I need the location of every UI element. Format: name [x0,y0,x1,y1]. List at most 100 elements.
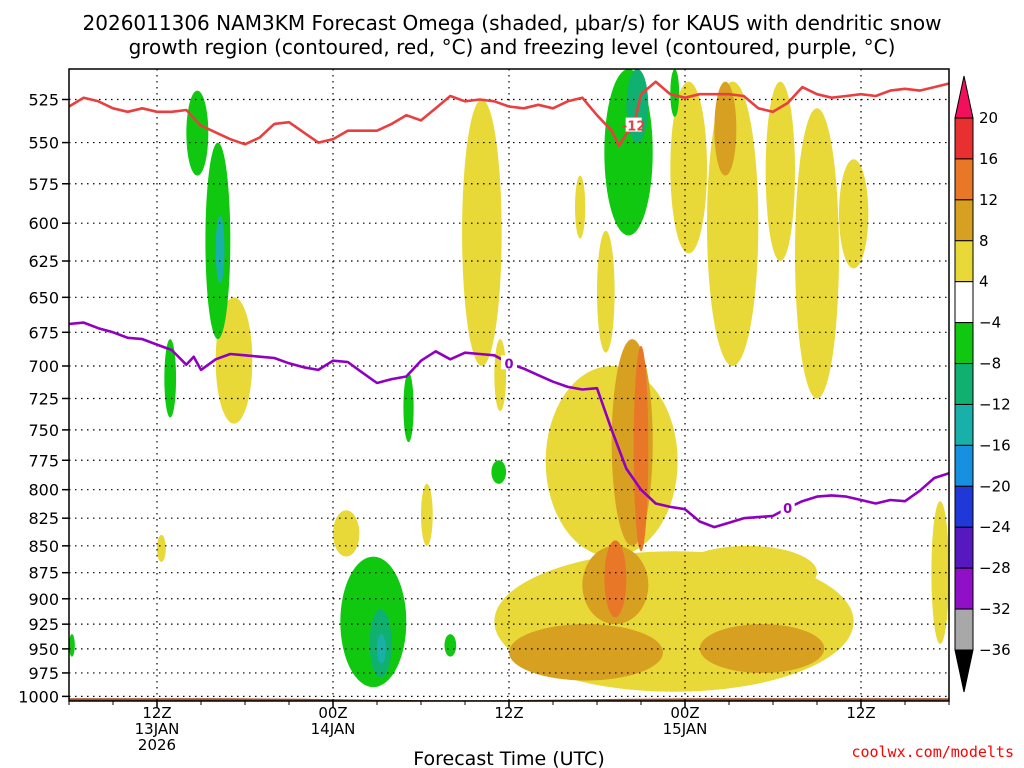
omega-region-3 [421,483,433,546]
omega-region-36 [215,215,225,283]
x-tick-label-42-1: 00Z [670,704,699,722]
omega-region-28 [491,460,507,484]
colorbar-box-6 [954,363,974,405]
y-tick-label-575: 575 [28,175,59,194]
dgz-contour-line-label: -12 [622,120,646,135]
y-axis: 525 550 575 600 625 650 675 700 725 750 775 800 825 8… [18,90,69,706]
y-tick-label-525: 525 [28,90,59,109]
y-tick-label-850: 850 [28,537,59,556]
temperature-contours: 0 -12 0 [69,80,949,529]
omega-region-22 [604,540,627,618]
omega-region-11 [670,81,708,254]
x-tick-label-54-1: 12Z [846,704,875,722]
x-tick-label-18-2: 14JAN [311,720,356,738]
freezing-level-line-label: 0 [504,357,513,372]
omega-region-1 [215,297,253,424]
plot-area: 0 -12 0 [68,68,950,702]
x-tick-label-18-1: 00Z [318,704,347,722]
colorbar-bottom-triangle [954,649,974,693]
colorbar-box-1 [954,158,974,201]
omega-region-5 [494,339,507,412]
source-credit: coolwx.com/modelts [851,743,1014,761]
omega-region-0 [157,534,166,563]
colorbar-label-3: 8 [979,232,989,250]
omega-region-9 [545,365,678,557]
colorbar-box-11 [954,567,974,610]
colorbar-box-9 [954,485,974,528]
colorbar-box-2 [954,199,974,242]
y-tick-label-925: 925 [28,615,59,634]
omega-region-15 [839,159,869,269]
colorbar-label-6: −8 [979,355,1001,373]
x-tick-label-6-2: 13JAN [135,720,180,738]
colorbar-label-7: −12 [979,395,1011,413]
chart-title-line1: 2026011306 NAM3KM Forecast Omega (shaded… [83,11,942,35]
dotted-grid [69,69,949,701]
y-tick-label-825: 825 [28,509,59,528]
omega-shading [69,69,949,692]
omega-region-30 [444,634,457,657]
x-tick-label-6-3: 2026 [138,736,176,754]
y-tick-label-625: 625 [28,252,59,271]
colorbar-top-triangle [954,75,974,119]
omega-region-33 [69,634,75,657]
y-tick-label-875: 875 [28,564,59,583]
freezing-level-line-label-bg [501,355,517,370]
dgz-contour-line [69,80,949,148]
omega-region-32 [670,69,680,117]
y-tick-label-675: 675 [28,323,59,342]
colorbar: 20 16 12 8 4 −4 −8 −12 −16 −20 −24 −28 −32 −36 [954,75,1011,693]
chart-title-line2: growth region (contoured, red, °C) and f… [129,35,896,59]
omega-region-14 [795,108,839,399]
colorbar-label-8: −16 [979,436,1011,454]
x-tick-label-42-2: 15JAN [663,720,708,738]
omega-region-24 [186,90,209,176]
omega-region-7 [597,230,615,353]
y-tick-label-750: 750 [28,421,59,440]
colorbar-label-10: −24 [979,518,1011,536]
colorbar-label-2: 12 [979,191,998,209]
omega-region-27 [403,372,414,443]
omega-region-21 [714,81,737,176]
colorbar-box-10 [954,526,974,569]
colorbar-label-11: −28 [979,559,1011,577]
x-axis-label: Forecast Time (UTC) [413,748,604,768]
freezing-level-label2: 0 [783,502,792,517]
y-tick-label-600: 600 [28,214,59,233]
colorbar-box-5 [954,322,974,365]
freezing-level-label2-bg [780,500,795,515]
omega-region-26 [164,339,177,418]
y-tick-label-950: 950 [28,640,59,659]
colorbar-label-9: −20 [979,477,1011,495]
y-tick-label-725: 725 [28,389,59,408]
y-tick-label-700: 700 [28,357,59,376]
x-tick-label-6-1: 12Z [142,704,171,722]
x-tick-label-30-1: 12Z [494,704,523,722]
colorbar-label-13: −36 [979,641,1011,659]
omega-region-17 [509,624,663,681]
colorbar-box-7 [954,403,974,446]
colorbar-box-3 [954,240,974,283]
y-tick-label-975: 975 [28,664,59,683]
colorbar-label-0: 20 [979,109,998,127]
colorbar-box-4 [954,281,974,324]
y-tick-label-900: 900 [28,590,59,609]
omega-region-4 [462,99,502,366]
colorbar-box-0 [954,117,974,160]
colorbar-label-5: −4 [979,314,1001,332]
y-tick-label-800: 800 [28,481,59,500]
colorbar-label-12: −32 [979,600,1011,618]
dgz-contour-line-label-bg [625,117,642,132]
omega-region-20 [699,624,825,673]
omega-region-2 [333,510,360,557]
y-tick-label-775: 775 [28,451,59,470]
colorbar-box-12 [954,608,974,651]
y-tick-label-650: 650 [28,288,59,307]
omega-region-23 [633,345,649,552]
colorbar-label-1: 16 [979,150,998,168]
colorbar-box-8 [954,444,974,487]
omega-region-13 [765,81,795,262]
y-tick-label-550: 550 [28,134,59,153]
